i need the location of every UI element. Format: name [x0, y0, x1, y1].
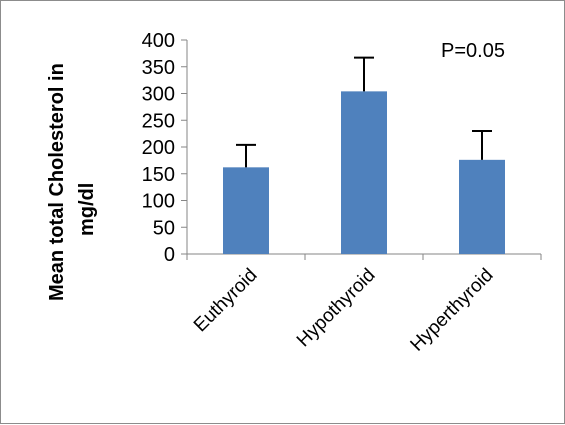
x-tick-label-hyperthyroid: Hyperthyroid	[407, 265, 498, 356]
y-tick-label: 150	[142, 164, 175, 186]
y-axis-title: Mean total Cholesterol in mg/dl	[46, 63, 98, 301]
y-tick-label: 350	[142, 57, 175, 79]
p-value-annotation: P=0.05	[441, 40, 505, 62]
bars	[223, 91, 505, 254]
y-axis-title-line-2: mg/dl	[76, 183, 98, 236]
y-tick-labels: 0 50 100 150 200 250 300 350 400	[142, 30, 175, 266]
x-tick-label-hypothyroid: Hypothyroid	[293, 265, 380, 352]
bar-hyperthyroid	[459, 159, 505, 254]
bar-euthyroid	[223, 167, 269, 254]
y-tick-label: 250	[142, 110, 175, 132]
y-tick-label: 200	[142, 137, 175, 159]
y-tick-label: 0	[164, 244, 175, 266]
y-tick-label: 100	[142, 191, 175, 213]
bar-hypothyroid	[341, 91, 387, 254]
y-tick-label: 300	[142, 84, 175, 106]
x-tick-label-euthyroid: Euthyroid	[190, 265, 262, 337]
y-tick-label: 400	[142, 30, 175, 52]
error-bars	[236, 56, 492, 168]
y-axis-title-line-1: Mean total Cholesterol in	[46, 63, 68, 301]
y-tick-label: 50	[153, 217, 175, 239]
x-tick-labels: Euthyroid Hypothyroid Hyperthyroid	[190, 265, 498, 356]
